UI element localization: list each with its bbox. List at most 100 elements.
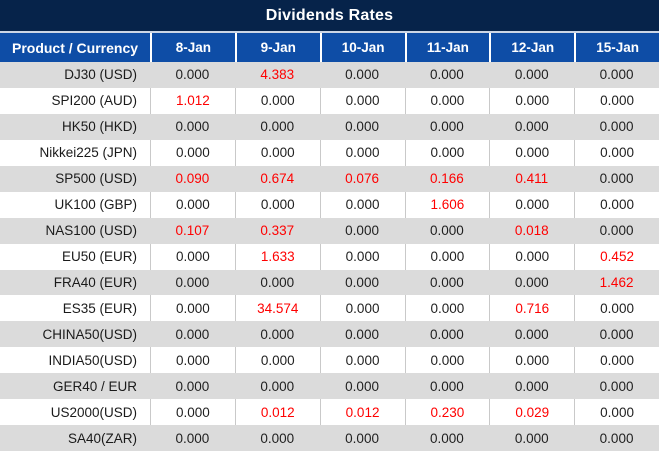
column-header-product-currency: Product / Currency [11, 39, 139, 56]
table-row: EU50 (EUR) 0.000 1.633 0.000 0.000 0.000 0.452 [0, 243, 659, 270]
dividend-value-cell: 34.574 [234, 295, 320, 322]
dividend-value-cell: 0.000 [150, 191, 235, 218]
column-header-12-jan: 12-Jan [489, 33, 574, 62]
dividend-value-cell: 0.000 [175, 67, 210, 83]
product-label: DJ30 (USD) [64, 67, 137, 83]
product-label: FRA40 (EUR) [53, 274, 137, 290]
dividend-value-cell: 0.000 [599, 430, 634, 446]
dividend-value-cell: 0.000 [150, 139, 235, 166]
dividend-value-cell: 0.000 [514, 119, 549, 135]
dividend-value-cell: 1.633 [234, 243, 320, 270]
dividend-value-cell: 0.000 [150, 243, 235, 270]
dividend-value-cell: 0.000 [599, 171, 634, 187]
dividend-value-cell: 0.000 [574, 399, 659, 426]
product-label: INDIA50(USD) [48, 352, 137, 368]
dividend-value-cell: 0.000 [574, 295, 659, 322]
dividend-value-cell: 0.107 [175, 223, 210, 239]
table-body: DJ30 (USD) 0.000 4.383 0.000 0.000 0.000 0.000… [0, 62, 659, 451]
dividend-value-cell: 0.000 [234, 347, 320, 374]
product-label: CHINA50(USD) [42, 326, 137, 342]
dividend-value-cell: 0.000 [404, 139, 490, 166]
dividend-value-cell: 0.000 [599, 378, 634, 394]
dividend-value-cell: 0.000 [514, 430, 549, 446]
dividend-value-cell: 0.000 [430, 67, 464, 83]
product-label: GER40 / EUR [52, 378, 137, 394]
dividend-value-cell: 0.000 [574, 87, 659, 114]
dividend-value-cell: 0.000 [599, 119, 634, 135]
dividend-value-cell: 0.000 [430, 326, 464, 342]
dividend-value-cell: 0.000 [514, 67, 549, 83]
dividend-value-cell: 0.000 [260, 326, 295, 342]
product-label: EU50 (EUR) [61, 249, 137, 265]
dividend-value-cell: 1.012 [150, 87, 235, 114]
dividend-value-cell: 0.000 [430, 430, 464, 446]
dividend-value-cell: 0.452 [574, 243, 659, 270]
dividend-value-cell: 0.000 [430, 378, 464, 394]
dividend-value-cell: 0.000 [319, 243, 405, 270]
dividend-value-cell: 0.000 [599, 223, 634, 239]
dividend-value-cell: 0.000 [404, 347, 490, 374]
dividend-value-cell: 0.000 [175, 326, 210, 342]
product-label: US2000(USD) [50, 404, 137, 420]
dividend-value-cell: 0.000 [489, 191, 574, 218]
dividend-value-cell: 0.000 [234, 139, 320, 166]
dividend-value-cell: 0.000 [489, 347, 574, 374]
dividend-value-cell: 0.000 [430, 274, 464, 290]
dividend-value-cell: 0.000 [319, 347, 405, 374]
table-row: NAS100 (USD) 0.107 0.337 0.000 0.000 0.018 0.0… [0, 217, 659, 244]
dividend-value-cell: 0.000 [234, 87, 320, 114]
column-header-9-jan: 9-Jan [234, 33, 320, 62]
dividend-value-cell: 0.000 [345, 67, 379, 83]
dividend-value-cell: 0.000 [599, 67, 634, 83]
table-row: CHINA50(USD) 0.000 0.000 0.000 0.000 0.000 0.0… [0, 321, 659, 348]
dividend-value-cell: 0.000 [514, 326, 549, 342]
dividend-value-cell: 0.000 [345, 119, 379, 135]
table-row: FRA40 (EUR) 0.000 0.000 0.000 0.000 0.000 1.46… [0, 269, 659, 296]
table-row: Nikkei225 (JPN) 0.000 0.000 0.000 0.000 0.000… [0, 139, 659, 166]
page-title: Dividends Rates [0, 0, 659, 33]
dividend-value-cell: 0.000 [404, 295, 490, 322]
dividend-value-cell: 0.000 [175, 274, 210, 290]
table-row: ES35 (EUR) 0.000 34.574 0.000 0.000 0.716 0.00… [0, 295, 659, 322]
dividend-value-cell: 0.000 [175, 119, 210, 135]
table-header-row: Product / Currency 8-Jan 9-Jan 10-Jan 11-Ja… [0, 33, 659, 62]
dividend-value-cell: 0.012 [319, 399, 405, 426]
product-label: HK50 (HKD) [61, 119, 137, 135]
product-label: NAS100 (USD) [45, 223, 137, 239]
dividend-value-cell: 0.012 [234, 399, 320, 426]
dividend-value-cell: 0.000 [345, 223, 379, 239]
dividend-value-cell: 0.000 [574, 347, 659, 374]
dividend-value-cell: 0.674 [260, 171, 295, 187]
dividend-value-cell: 0.000 [319, 295, 405, 322]
dividend-value-cell: 4.383 [260, 67, 295, 83]
dividend-value-cell: 0.000 [260, 430, 295, 446]
dividend-value-cell: 0.000 [345, 326, 379, 342]
table-row: HK50 (HKD) 0.000 0.000 0.000 0.000 0.000 0.000 [0, 113, 659, 140]
dividend-value-cell: 0.000 [150, 295, 235, 322]
dividend-value-cell: 0.000 [514, 274, 549, 290]
dividend-value-cell: 0.029 [489, 399, 574, 426]
dividend-value-cell: 0.000 [260, 119, 295, 135]
dividend-value-cell: 0.000 [599, 326, 634, 342]
dividend-value-cell: 0.000 [150, 347, 235, 374]
table-row: GER40 / EUR 0.000 0.000 0.000 0.000 0.000 0.00… [0, 373, 659, 400]
column-header-8-jan: 8-Jan [150, 33, 235, 62]
dividend-value-cell: 0.000 [404, 87, 490, 114]
product-label: SPI200 (AUD) [51, 93, 137, 109]
product-label: ES35 (EUR) [62, 300, 137, 316]
dividend-value-cell: 0.000 [260, 378, 295, 394]
dividend-value-cell: 0.000 [150, 399, 235, 426]
column-header-15-jan: 15-Jan [574, 33, 659, 62]
dividend-value-cell: 0.000 [175, 378, 210, 394]
dividend-value-cell: 1.462 [599, 274, 634, 290]
dividend-value-cell: 0.000 [514, 378, 549, 394]
dividend-value-cell: 0.000 [319, 191, 405, 218]
dividend-value-cell: 0.000 [345, 378, 379, 394]
product-label: SP500 (USD) [55, 171, 137, 187]
column-header-10-jan: 10-Jan [319, 33, 405, 62]
dividend-value-cell: 0.000 [404, 243, 490, 270]
product-label: Nikkei225 (JPN) [39, 145, 137, 161]
dividend-value-cell: 0.716 [489, 295, 574, 322]
dividend-value-cell: 0.000 [489, 243, 574, 270]
